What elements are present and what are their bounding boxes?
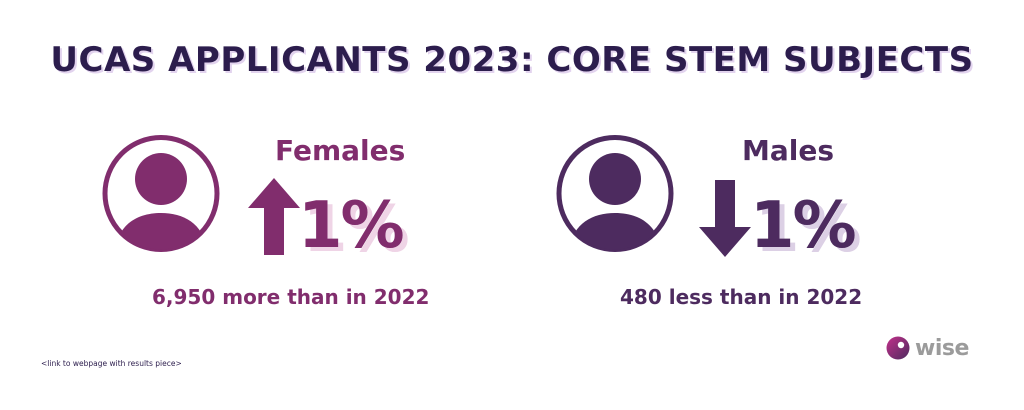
wise-logo-mark-icon [886, 336, 910, 360]
page-title: UCAS APPLICANTS 2023: CORE STEM SUBJECTS [50, 40, 974, 80]
male-avatar-icon [556, 135, 674, 252]
arrow-down-icon [699, 180, 751, 257]
female-avatar-icon [102, 135, 220, 252]
females-change-value: 1% [298, 189, 405, 263]
arrow-up-icon [248, 178, 300, 255]
males-caption: 480 less than in 2022 [620, 285, 863, 309]
females-caption: 6,950 more than in 2022 [152, 285, 430, 309]
males-label: Males [742, 134, 835, 167]
females-label: Females [275, 134, 406, 167]
wise-logo-text: wise [915, 335, 969, 361]
males-change-value: 1% [750, 189, 857, 263]
wise-logo: wise [886, 334, 978, 362]
results-link-placeholder[interactable]: <link to webpage with results piece> [41, 359, 182, 368]
